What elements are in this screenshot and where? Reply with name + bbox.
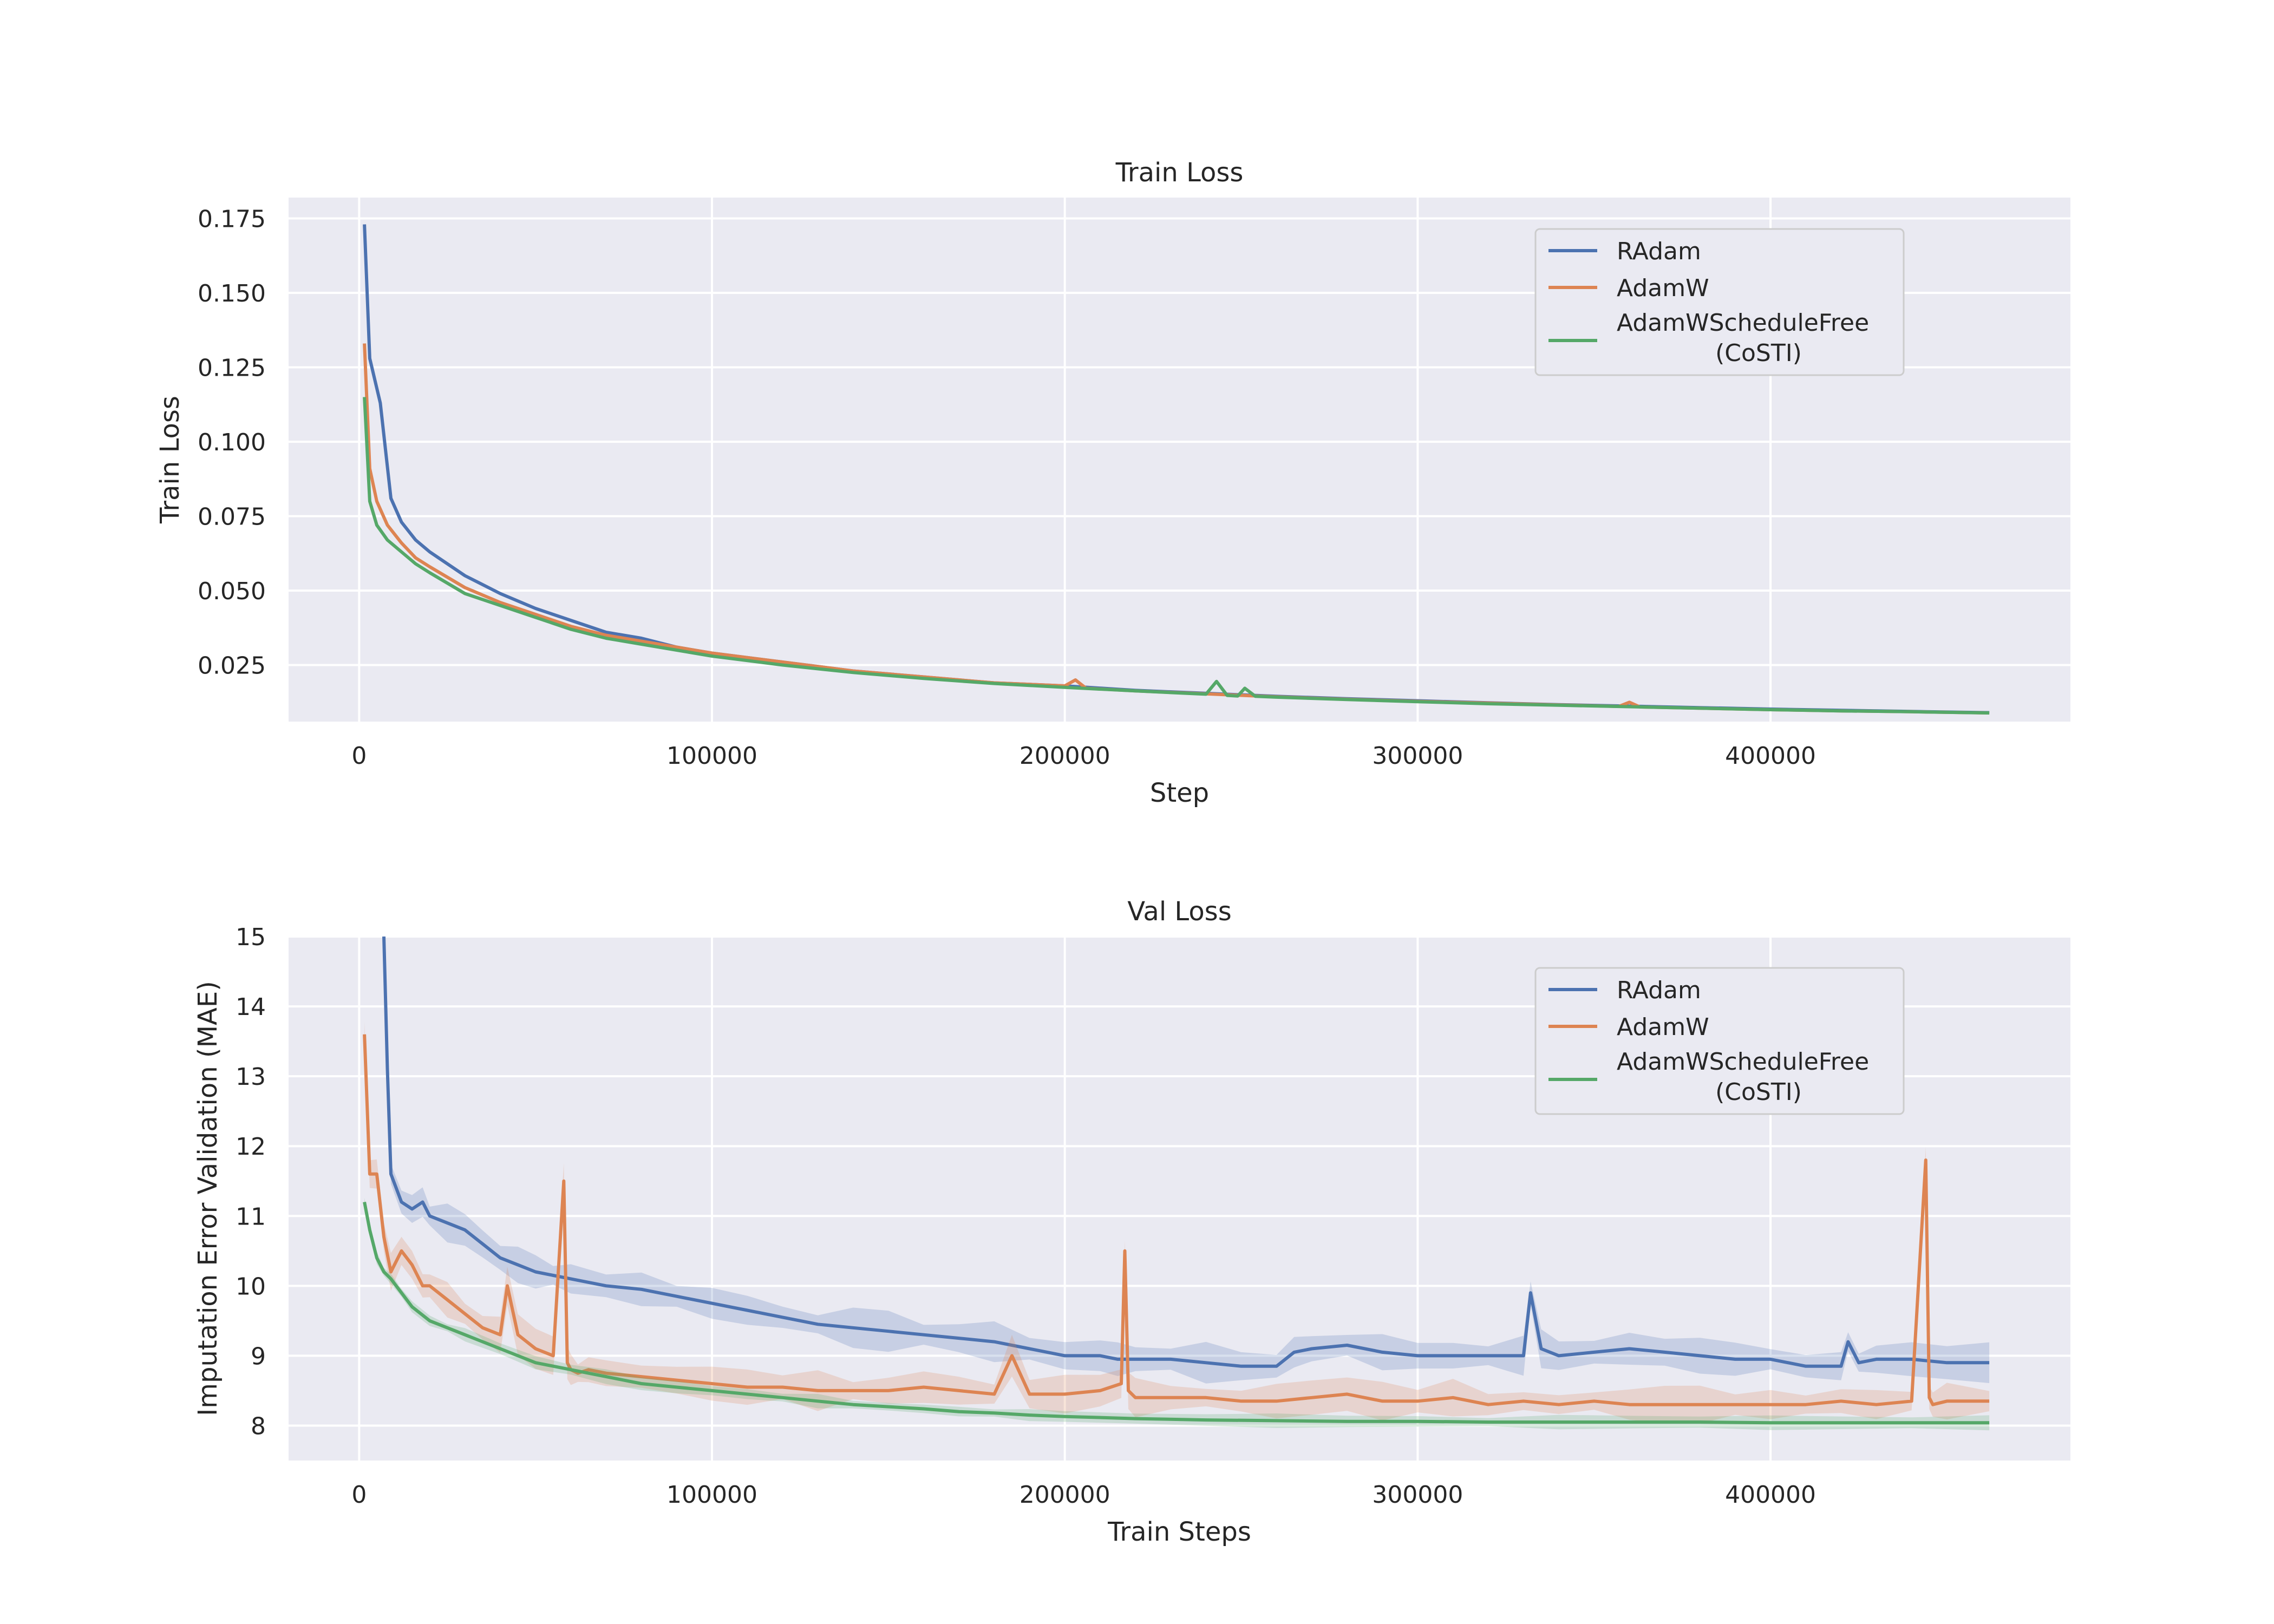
series-group [363, 224, 1990, 715]
series-group [363, 937, 1990, 1431]
legend-label-radam: RAdam [1617, 238, 1701, 265]
y-tick-label: 0.175 [198, 206, 266, 233]
y-tick-label: 0.025 [198, 652, 266, 680]
y-axis-label: Imputation Error Validation (MAE) [193, 981, 223, 1416]
legend-label-costi-sub: (CoSTI) [1715, 1078, 1802, 1106]
y-tick-label: 0.050 [198, 578, 266, 605]
y-tick-label: 15 [236, 924, 266, 951]
y-tick-label: 10 [236, 1273, 266, 1300]
x-tick-label: 400000 [1725, 1481, 1816, 1509]
x-tick-label: 0 [351, 742, 367, 770]
y-tick-label: 0.150 [198, 280, 266, 307]
legend-label-costi-sub: (CoSTI) [1715, 339, 1802, 367]
y-tick-label: 12 [236, 1133, 266, 1161]
y-tick-label: 13 [236, 1063, 266, 1091]
chart-title: Train Loss [1115, 158, 1244, 188]
legend: RAdam AdamW AdamWScheduleFree(CoSTI) [1534, 967, 1905, 1115]
x-tick-label: 300000 [1372, 1481, 1463, 1509]
legend-box [1534, 967, 1905, 1115]
legend-label-radam: RAdam [1617, 977, 1701, 1004]
y-tick-label: 0.075 [198, 503, 266, 531]
x-tick-label: 100000 [666, 1481, 757, 1509]
x-tick-label: 200000 [1020, 1481, 1110, 1509]
legend-box [1534, 228, 1905, 376]
x-tick-label: 300000 [1372, 742, 1463, 770]
legend: RAdam AdamW AdamWScheduleFree(CoSTI) [1534, 228, 1905, 376]
y-tick-label: 14 [236, 993, 266, 1021]
y-tick-label: 0.100 [198, 429, 266, 456]
line-costi [363, 1201, 1990, 1425]
y-axis-label: Train Loss [155, 396, 185, 524]
y-tick-label: 8 [251, 1412, 266, 1440]
legend-label-costi: AdamWScheduleFree [1617, 309, 1869, 337]
legend-label-adamw: AdamW [1617, 1013, 1709, 1041]
x-tick-label: 400000 [1725, 742, 1816, 770]
chart-panel-2: 8 9 10 11 12 13 14 15 0 100000 200000 300000 400000 V… [193, 896, 2070, 1547]
line-radam [382, 937, 1990, 1368]
legend-label-adamw: AdamW [1617, 274, 1709, 302]
line-adamw [363, 1034, 1990, 1406]
x-axis-label: Train Steps [1107, 1517, 1251, 1547]
chart-panel-1: 0.025 0.050 0.075 0.100 0.125 0.150 0.175 0 1000… [155, 158, 2070, 808]
y-tick-label: 9 [251, 1343, 266, 1370]
chart-title: Val Loss [1127, 896, 1231, 927]
line-costi [363, 397, 1990, 715]
y-tick-label: 0.125 [198, 355, 266, 382]
x-tick-label: 100000 [666, 742, 757, 770]
y-tick-label: 11 [236, 1203, 266, 1230]
x-tick-label: 200000 [1020, 742, 1110, 770]
x-axis-label: Step [1150, 778, 1209, 808]
x-tick-label: 0 [351, 1481, 367, 1509]
legend-label-costi: AdamWScheduleFree [1617, 1048, 1869, 1076]
